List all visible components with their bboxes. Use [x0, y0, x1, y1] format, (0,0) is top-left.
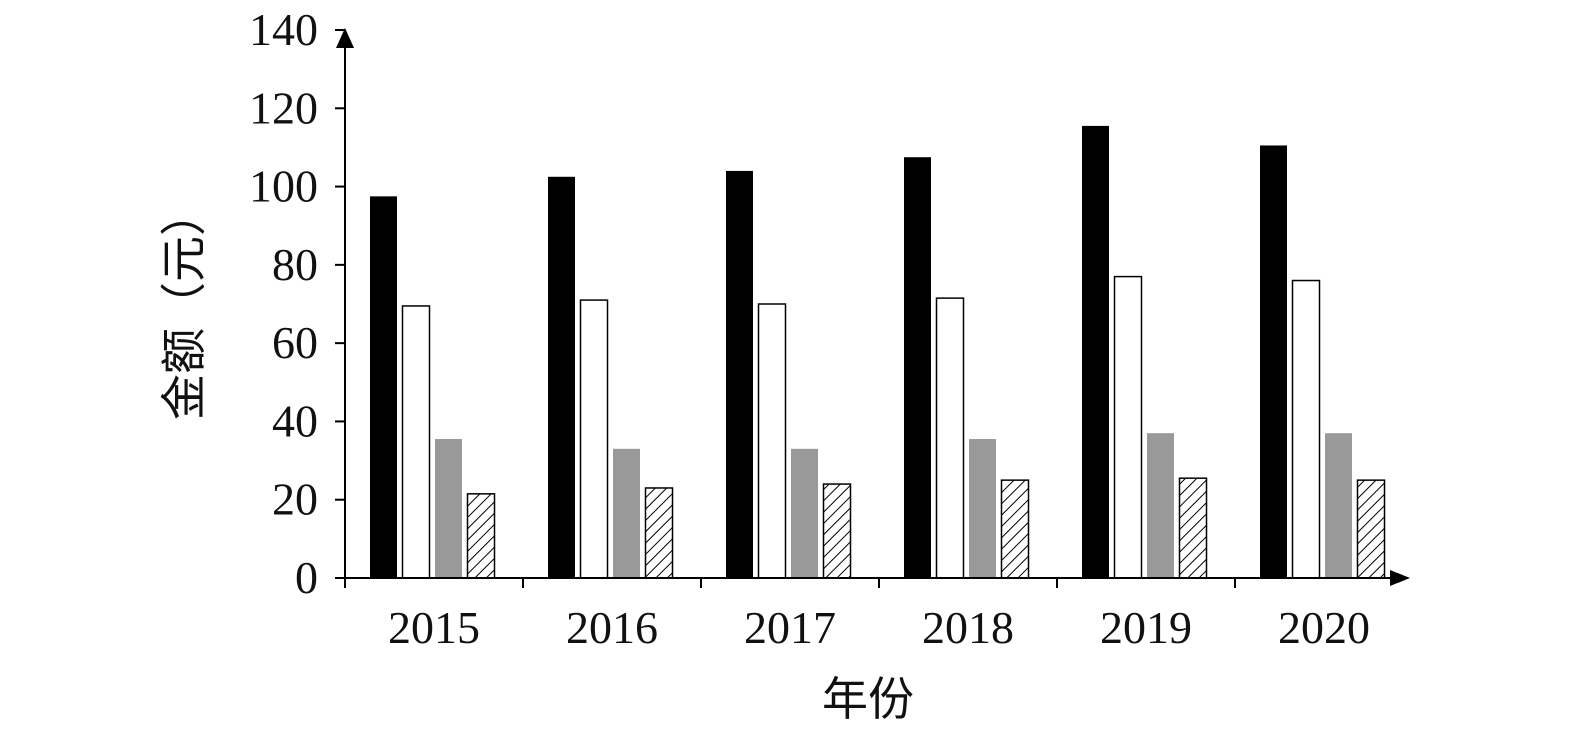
x-tick-label-2018: 2018: [922, 602, 1014, 653]
bar-2019-series-4: [1178, 477, 1208, 579]
bar-2015-series-1: [370, 196, 397, 578]
x-axis-arrow: [1390, 570, 1410, 586]
bar-2020-series-1: [1260, 145, 1287, 578]
bar-2015-series-3: [435, 439, 462, 578]
x-axis-title: 年份: [822, 674, 914, 725]
bar-2019-series-3: [1147, 433, 1174, 578]
bar-2018-series-1: [904, 157, 931, 578]
y-tick-label-0: 0: [295, 552, 318, 603]
bar-2016-series-4: [644, 487, 674, 579]
bar-2017-series-1: [726, 170, 753, 578]
bar-2020-series-3: [1325, 433, 1352, 578]
x-tick-label-2017: 2017: [744, 602, 836, 653]
bar-2020-series-2: [1291, 279, 1321, 579]
x-tick-label-2015: 2015: [388, 602, 480, 653]
y-tick-label-20: 20: [272, 474, 318, 525]
y-axis-title: 金额（元）: [159, 190, 210, 420]
labels-group: 0 20 40 60 80 100 120 140 2015 2016 2017 2018 2019 20…: [249, 4, 1370, 653]
bar-2018-series-2: [935, 297, 965, 579]
x-tick-label-2020: 2020: [1278, 602, 1370, 653]
axes-group: [335, 28, 1410, 588]
y-axis-arrow: [336, 28, 354, 48]
bar-2018-series-4: [1000, 479, 1030, 579]
bar-2019-series-1: [1082, 125, 1109, 579]
bar-2017-series-4: [822, 483, 852, 579]
y-tick-label-80: 80: [272, 239, 318, 290]
y-tick-label-40: 40: [272, 395, 318, 446]
y-tick-label-120: 120: [249, 82, 318, 133]
bar-2019-series-2: [1113, 275, 1143, 579]
bars-group: [370, 125, 1386, 579]
bar-2020-series-4: [1356, 479, 1386, 579]
bar-2016-series-2: [579, 299, 609, 579]
y-tick-label-140: 140: [249, 4, 318, 55]
bar-2017-series-2: [757, 303, 787, 579]
x-tick-label-2019: 2019: [1100, 602, 1192, 653]
bar-2016-series-3: [613, 448, 640, 578]
x-tick-label-2016: 2016: [566, 602, 658, 653]
y-tick-label-60: 60: [272, 317, 318, 368]
bar-2016-series-1: [548, 176, 575, 579]
bar-2017-series-3: [791, 448, 818, 578]
bar-2015-series-2: [401, 305, 431, 579]
bar-2018-series-3: [969, 439, 996, 578]
bar-2015-series-4: [466, 493, 496, 579]
y-tick-label-100: 100: [249, 161, 318, 212]
